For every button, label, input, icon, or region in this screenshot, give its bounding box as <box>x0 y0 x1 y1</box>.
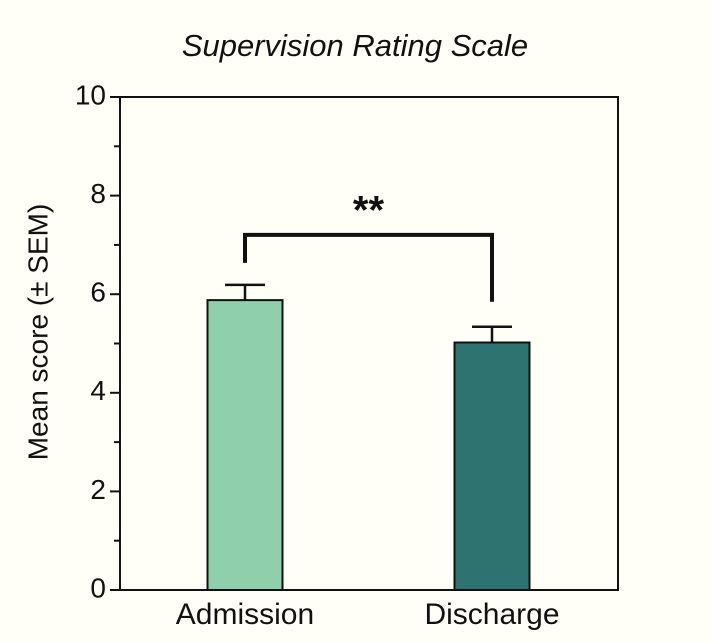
plot-frame <box>119 96 619 591</box>
y-tick-label: 10 <box>75 79 106 110</box>
x-tick-label: Admission <box>176 598 314 631</box>
y-tick-label: 8 <box>90 178 106 209</box>
y-tick-label: 6 <box>90 277 106 308</box>
significance-bracket <box>243 232 494 302</box>
y-axis-label: Mean score (± SEM) <box>22 204 53 461</box>
chart-title: Supervision Rating Scale <box>182 28 528 63</box>
bar <box>453 341 531 591</box>
y-tick-label: 2 <box>90 474 106 505</box>
x-tick-label: Discharge <box>424 598 559 631</box>
y-tick-label: 0 <box>90 572 106 603</box>
y-tick-label: 4 <box>90 375 106 406</box>
significance-label: ** <box>353 188 385 232</box>
bar <box>206 299 284 591</box>
